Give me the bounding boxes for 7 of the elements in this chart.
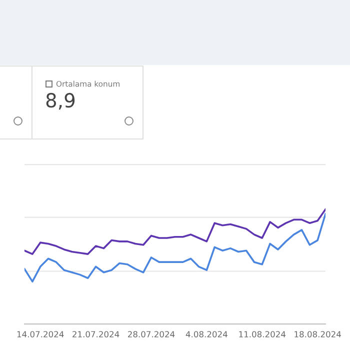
x-tick-label: 11.08.2024 xyxy=(239,331,286,338)
x-tick-label: 28.07.2024 xyxy=(128,331,175,338)
x-tick-label: 18.08.2024 xyxy=(294,331,341,338)
text: 8,9 xyxy=(46,92,75,110)
x-tick-label: 21.07.2024 xyxy=(72,331,120,338)
x-tick-label: 4.08.2024 xyxy=(186,331,228,338)
x-tick-label: 14.07.2024 xyxy=(17,331,64,338)
